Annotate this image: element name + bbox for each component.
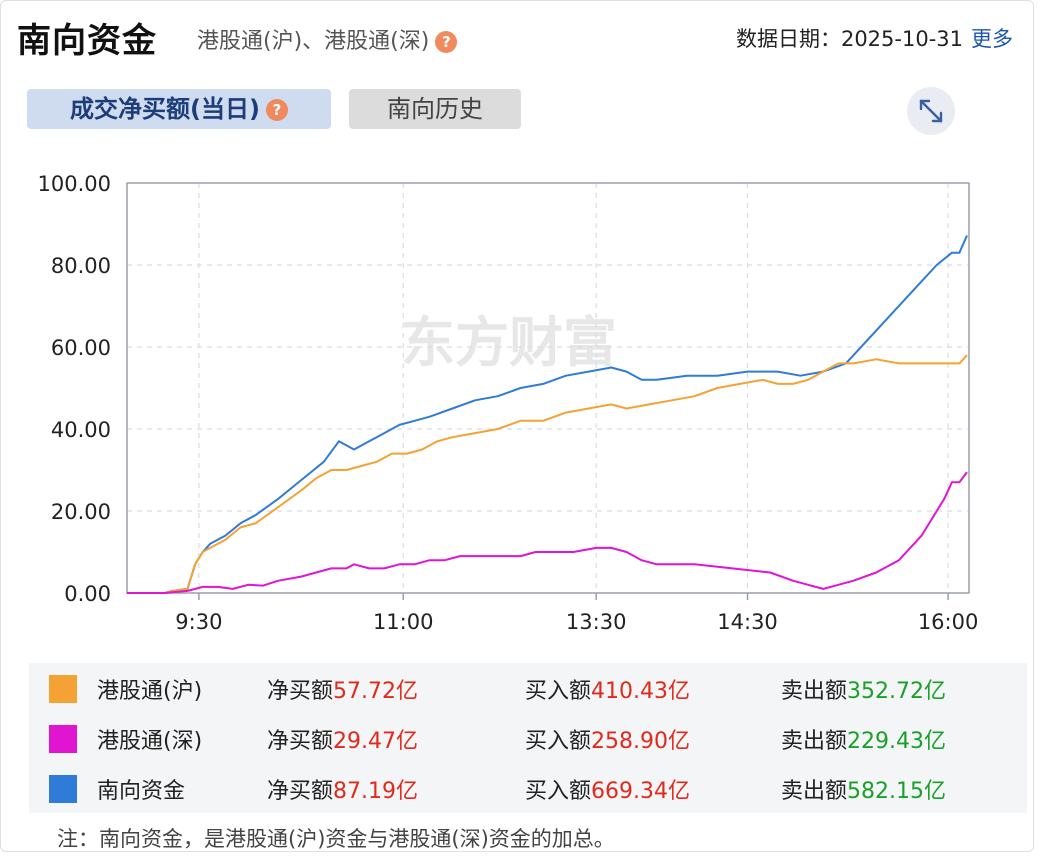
x-tick-label: 14:30 [717, 610, 778, 634]
buy-cell: 买入额258.90亿 [525, 723, 690, 755]
x-tick-label: 11:00 [373, 610, 434, 634]
tab-label: 成交净买额(当日) [70, 95, 260, 123]
subtitle-text: 港股通(沪)、港股通(深) [197, 29, 430, 54]
sell-cell: 卖出额229.43亿 [781, 723, 946, 755]
net-buy-label: 净买额 [267, 779, 334, 804]
legend-table: 港股通(沪) 净买额57.72亿 买入额410.43亿 卖出额352.72亿 港… [29, 663, 1027, 813]
legend-name: 南向资金 [97, 779, 186, 804]
net-buy-cell: 净买额57.72亿 [267, 673, 418, 705]
sell-value: 229.43亿 [847, 729, 946, 754]
series-lines [127, 235, 968, 594]
buy-cell: 买入额410.43亿 [525, 673, 690, 705]
sell-label: 卖出额 [781, 779, 848, 804]
legend-row: 港股通(沪) 净买额57.72亿 买入额410.43亿 卖出额352.72亿 [29, 663, 1027, 713]
data-date: 数据日期：2025-10-31 更多 [736, 23, 1013, 53]
expand-diagonal-icon [919, 99, 943, 123]
y-axis: 0.00 20.00 40.00 60.00 80.00 100.00 [38, 172, 111, 606]
header: 南向资金 港股通(沪)、港股通(深)? 数据日期：2025-10-31 更多 [17, 9, 1021, 61]
question-mark-icon[interactable]: ? [265, 99, 288, 121]
net-buy-cell: 净买额29.47亿 [267, 723, 418, 755]
date-value: 2025-10-31 [840, 27, 963, 51]
sell-label: 卖出额 [781, 729, 848, 754]
series-line [127, 235, 968, 594]
x-tick-label: 16:00 [918, 610, 979, 634]
buy-label: 买入额 [525, 779, 592, 804]
buy-label: 买入额 [525, 729, 592, 754]
tab-southbound-history[interactable]: 南向历史 [349, 89, 521, 129]
y-tick-label: 100.00 [38, 172, 111, 196]
sell-value: 352.72亿 [847, 679, 946, 704]
watermark-text: 东方财富 [401, 311, 617, 374]
net-buy-label: 净买额 [267, 679, 334, 704]
tab-net-buy-today[interactable]: 成交净买额(当日)? [27, 89, 331, 129]
buy-value: 410.43亿 [591, 679, 690, 704]
more-link[interactable]: 更多 [971, 27, 1013, 51]
series-line [127, 354, 968, 594]
buy-label: 买入额 [525, 679, 592, 704]
buy-value: 258.90亿 [591, 729, 690, 754]
question-mark-icon[interactable]: ? [435, 31, 458, 53]
sell-cell: 卖出额352.72亿 [781, 673, 946, 705]
net-buy-value: 57.72亿 [333, 679, 418, 704]
net-buy-line-chart: 东方财富 0.00 20.00 40.00 60.00 80.00 100.00 9:30… [38, 172, 979, 634]
date-label: 数据日期： [735, 27, 841, 51]
y-tick-label: 0.00 [64, 582, 111, 606]
x-axis: 9:30 11:00 13:30 14:30 16:00 [175, 593, 978, 634]
net-buy-cell: 净买额87.19亿 [267, 773, 418, 805]
sell-label: 卖出额 [781, 679, 848, 704]
chart-grid [127, 183, 969, 593]
legend-name: 港股通(深) [97, 729, 203, 754]
sell-value: 582.15亿 [847, 779, 946, 804]
footnote: 注：南向资金，是港股通(沪)资金与港股通(深)资金的加总。 [57, 827, 615, 851]
legend-swatch [49, 775, 77, 803]
net-buy-value: 87.19亿 [333, 779, 418, 804]
legend-name: 港股通(沪) [97, 679, 203, 704]
legend-row: 港股通(深) 净买额29.47亿 买入额258.90亿 卖出额229.43亿 [29, 713, 1027, 763]
buy-value: 669.34亿 [591, 779, 690, 804]
x-tick-label: 9:30 [175, 610, 222, 634]
buy-cell: 买入额669.34亿 [525, 773, 690, 805]
tab-label: 南向历史 [387, 95, 483, 123]
y-tick-label: 40.00 [51, 418, 111, 442]
sell-cell: 卖出额582.15亿 [781, 773, 946, 805]
page-title: 南向资金 [17, 21, 157, 61]
legend-swatch [49, 725, 77, 753]
plot-frame [126, 182, 970, 594]
y-tick-label: 60.00 [51, 336, 111, 360]
series-line [127, 471, 968, 594]
net-buy-label: 净买额 [267, 729, 334, 754]
expand-button[interactable] [907, 87, 955, 135]
x-tick-label: 13:30 [566, 610, 627, 634]
y-tick-label: 80.00 [51, 254, 111, 278]
page-subtitle: 港股通(沪)、港股通(深)? [197, 23, 458, 55]
net-buy-value: 29.47亿 [333, 729, 418, 754]
legend-swatch [49, 675, 77, 703]
legend-row: 南向资金 净买额87.19亿 买入额669.34亿 卖出额582.15亿 [29, 763, 1027, 813]
y-tick-label: 20.00 [51, 500, 111, 524]
